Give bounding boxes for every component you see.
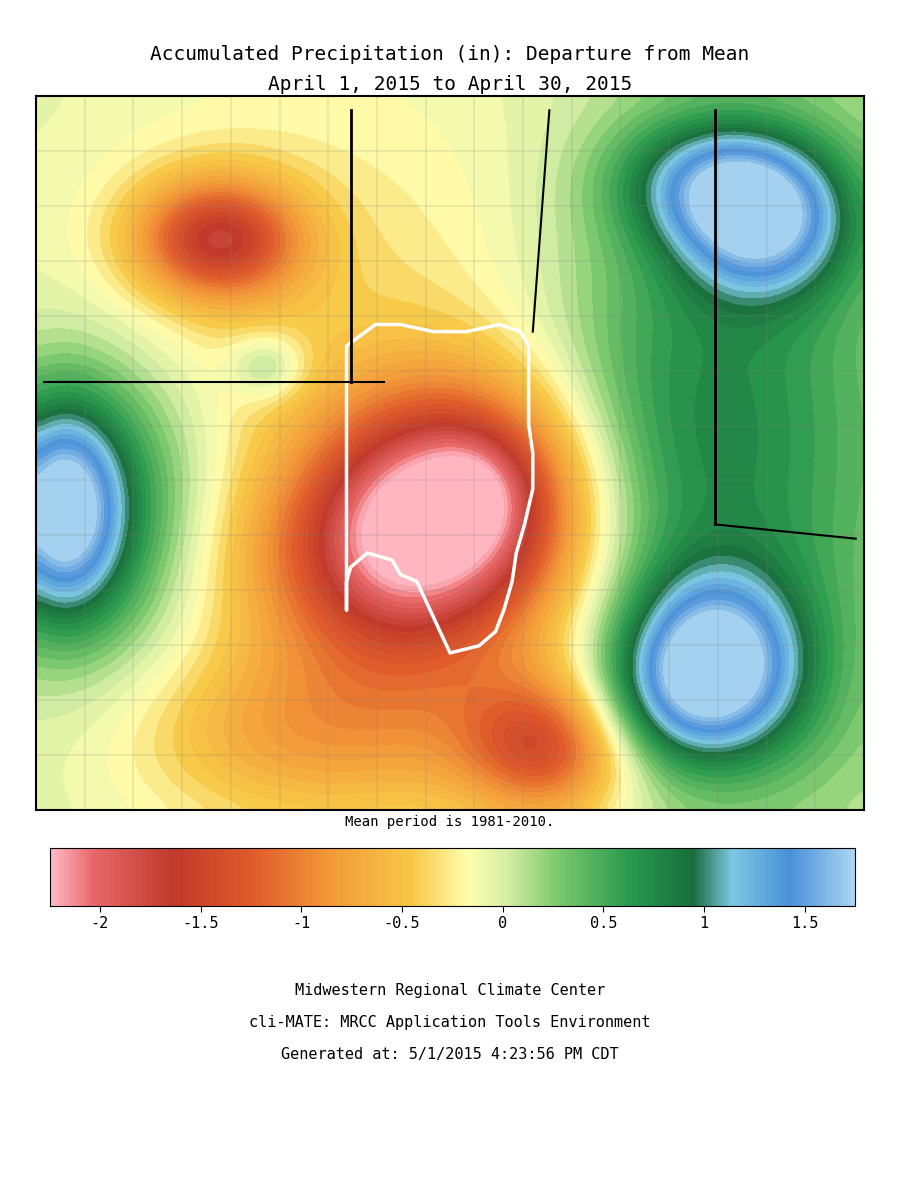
Text: Midwestern Regional Climate Center: Midwestern Regional Climate Center <box>295 983 605 997</box>
Text: Mean period is 1981-2010.: Mean period is 1981-2010. <box>346 815 554 829</box>
Text: cli-MATE: MRCC Application Tools Environment: cli-MATE: MRCC Application Tools Environ… <box>249 1015 651 1030</box>
Text: Accumulated Precipitation (in): Departure from Mean: Accumulated Precipitation (in): Departur… <box>150 44 750 64</box>
Text: Generated at: 5/1/2015 4:23:56 PM CDT: Generated at: 5/1/2015 4:23:56 PM CDT <box>281 1048 619 1062</box>
Text: April 1, 2015 to April 30, 2015: April 1, 2015 to April 30, 2015 <box>268 74 632 94</box>
